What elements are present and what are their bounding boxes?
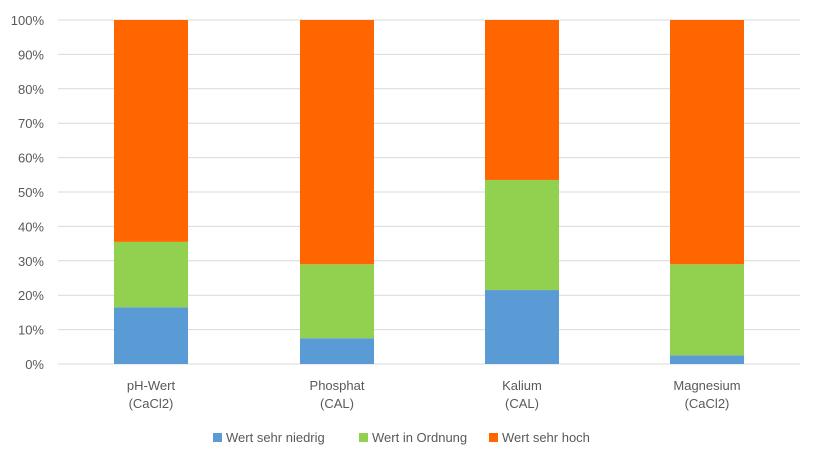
bar-segment — [300, 264, 374, 339]
x-axis-category-labels: pH-Wert (CaCl2) Phosphat (CAL) Kalium (CAL) Ma… — [127, 378, 741, 411]
y-tick-label: 40% — [18, 219, 44, 234]
category-label-line2: (CAL) — [505, 396, 539, 411]
bar-segment — [300, 338, 374, 364]
legend-swatch — [489, 433, 498, 442]
y-tick-label: 70% — [18, 116, 44, 131]
bar-segment — [485, 20, 559, 180]
y-tick-label: 50% — [18, 185, 44, 200]
legend-label: Wert sehr niedrig — [226, 430, 325, 445]
bar-segment — [485, 290, 559, 364]
category-label-line2: (CaCl2) — [129, 396, 174, 411]
category-label-line2: (CAL) — [320, 396, 354, 411]
legend-swatch — [359, 433, 368, 442]
bar-segment — [670, 355, 744, 364]
category-label-line1: Kalium — [502, 378, 542, 393]
bar-segment — [670, 20, 744, 265]
legend-label: Wert sehr hoch — [502, 430, 590, 445]
y-tick-label: 80% — [18, 82, 44, 97]
y-tick-label: 10% — [18, 323, 44, 338]
bar-segment — [485, 179, 559, 291]
bar-segment — [114, 307, 188, 364]
bar-segment — [114, 20, 188, 242]
y-axis-tick-labels: 0% 10% 20% 30% 40% 50% 60% 70% 80% 90% 100% — [11, 13, 45, 372]
bar-segment — [670, 264, 744, 356]
legend: Wert sehr niedrig Wert in Ordnung Wert seh… — [213, 430, 590, 445]
category-label-line1: Phosphat — [310, 378, 365, 393]
bars — [114, 20, 744, 364]
bar-segment — [300, 20, 374, 265]
category-label-line2: (CaCl2) — [685, 396, 730, 411]
y-tick-label: 30% — [18, 254, 44, 269]
legend-swatch — [213, 433, 222, 442]
y-tick-label: 0% — [25, 357, 44, 372]
y-tick-label: 100% — [11, 13, 45, 28]
legend-label: Wert in Ordnung — [372, 430, 467, 445]
y-tick-label: 90% — [18, 47, 44, 62]
y-tick-label: 20% — [18, 288, 44, 303]
category-label-line1: pH-Wert — [127, 378, 176, 393]
bar-segment — [114, 241, 188, 308]
category-label-line1: Magnesium — [673, 378, 740, 393]
y-tick-label: 60% — [18, 151, 44, 166]
